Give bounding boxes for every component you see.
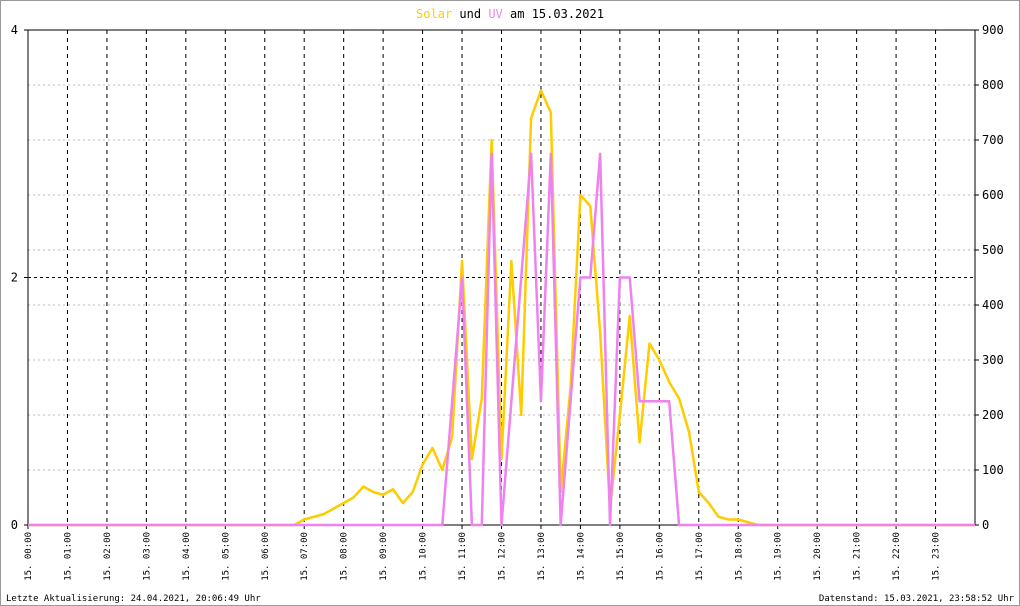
- footer-right: Datenstand: 15.03.2021, 23:58:52 Uhr: [819, 594, 1015, 604]
- x-tick-label: 15. 17:00: [695, 532, 705, 581]
- y2-tick-label: 200: [982, 408, 1004, 422]
- y2-tick-label: 400: [982, 298, 1004, 312]
- chart-title: Solar und UV am 15.03.2021: [416, 7, 604, 21]
- y2-tick-label: 600: [982, 188, 1004, 202]
- title-connector: und: [459, 7, 481, 21]
- title-uv: UV: [488, 7, 502, 21]
- y-tick-label: 2: [11, 271, 18, 285]
- x-tick-label: 15. 00:00: [24, 532, 34, 581]
- x-tick-label: 15. 05:00: [221, 532, 231, 581]
- x-tick-label: 15. 23:00: [932, 532, 942, 581]
- x-tick-label: 15. 18:00: [734, 532, 744, 581]
- x-tick-label: 15. 02:00: [103, 532, 113, 581]
- x-tick-label: 15. 06:00: [261, 532, 271, 581]
- x-tick-label: 15. 01:00: [63, 532, 73, 581]
- x-tick-label: 15. 16:00: [655, 532, 665, 581]
- x-tick-label: 15. 20:00: [813, 532, 823, 581]
- x-tick-label: 15. 08:00: [340, 532, 350, 581]
- title-solar: Solar: [416, 7, 452, 21]
- x-tick-label: 15. 03:00: [142, 532, 152, 581]
- y-tick-label: 4: [11, 23, 18, 37]
- x-tick-label: 15. 19:00: [774, 532, 784, 581]
- title-suffix: am 15.03.2021: [510, 7, 604, 21]
- y2-tick-label: 800: [982, 78, 1004, 92]
- y2-tick-label: 0: [982, 518, 989, 532]
- footer-left: Letzte Aktualisierung: 24.04.2021, 20:06…: [6, 594, 261, 604]
- y2-tick-label: 900: [982, 23, 1004, 37]
- x-tick-label: 15. 21:00: [853, 532, 863, 581]
- y2-tick-label: 500: [982, 243, 1004, 257]
- x-tick-label: 15. 04:00: [182, 532, 192, 581]
- x-tick-label: 15. 11:00: [458, 532, 468, 581]
- x-tick-label: 15. 09:00: [379, 532, 389, 581]
- x-tick-label: 15. 22:00: [892, 532, 902, 581]
- y2-tick-label: 700: [982, 133, 1004, 147]
- x-tick-label: 15. 07:00: [300, 532, 310, 581]
- x-tick-label: 15. 12:00: [498, 532, 508, 581]
- x-tick-label: 15. 14:00: [576, 532, 586, 581]
- x-tick-label: 15. 10:00: [419, 532, 429, 581]
- series-line: [28, 152, 975, 527]
- x-tick-label: 15. 15:00: [616, 532, 626, 581]
- y-tick-label: 0: [11, 518, 18, 532]
- x-tick-label: 15. 13:00: [537, 532, 547, 581]
- y2-tick-label: 300: [982, 353, 1004, 367]
- y2-tick-label: 100: [982, 463, 1004, 477]
